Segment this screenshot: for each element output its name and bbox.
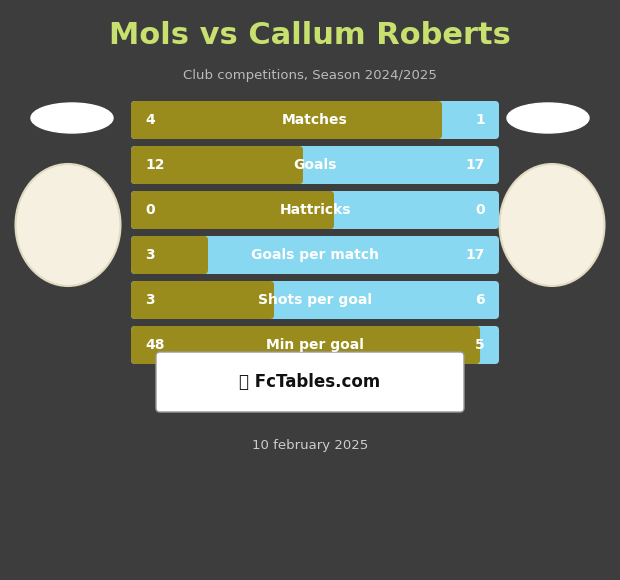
- Text: Matches: Matches: [282, 113, 348, 127]
- Text: 📊 FcTables.com: 📊 FcTables.com: [239, 373, 381, 391]
- FancyBboxPatch shape: [131, 101, 499, 139]
- Text: 0: 0: [476, 203, 485, 217]
- Ellipse shape: [16, 164, 120, 286]
- Text: 3: 3: [145, 248, 154, 262]
- FancyBboxPatch shape: [131, 281, 274, 319]
- Text: Goals per match: Goals per match: [251, 248, 379, 262]
- Text: Min per goal: Min per goal: [266, 338, 364, 352]
- FancyBboxPatch shape: [131, 101, 442, 139]
- FancyBboxPatch shape: [131, 191, 499, 229]
- Text: 6: 6: [476, 293, 485, 307]
- Ellipse shape: [31, 103, 113, 133]
- Text: 48: 48: [145, 338, 164, 352]
- Text: 5: 5: [476, 338, 485, 352]
- Text: 3: 3: [145, 293, 154, 307]
- Ellipse shape: [507, 103, 589, 133]
- Ellipse shape: [500, 164, 604, 286]
- Text: Hattricks: Hattricks: [279, 203, 351, 217]
- FancyBboxPatch shape: [156, 352, 464, 412]
- Text: Goals: Goals: [293, 158, 337, 172]
- FancyBboxPatch shape: [131, 326, 480, 364]
- Text: 12: 12: [145, 158, 164, 172]
- Text: 0: 0: [145, 203, 154, 217]
- Text: 10 february 2025: 10 february 2025: [252, 438, 368, 451]
- FancyBboxPatch shape: [131, 146, 499, 184]
- FancyBboxPatch shape: [131, 236, 499, 274]
- Text: 4: 4: [145, 113, 155, 127]
- Text: 1: 1: [476, 113, 485, 127]
- FancyBboxPatch shape: [131, 326, 499, 364]
- FancyBboxPatch shape: [131, 281, 499, 319]
- Text: Shots per goal: Shots per goal: [258, 293, 372, 307]
- FancyBboxPatch shape: [131, 236, 208, 274]
- Text: 17: 17: [466, 248, 485, 262]
- Text: Mols vs Callum Roberts: Mols vs Callum Roberts: [109, 20, 511, 49]
- FancyBboxPatch shape: [131, 191, 334, 229]
- FancyBboxPatch shape: [131, 146, 303, 184]
- Text: Club competitions, Season 2024/2025: Club competitions, Season 2024/2025: [183, 68, 437, 82]
- Text: 17: 17: [466, 158, 485, 172]
